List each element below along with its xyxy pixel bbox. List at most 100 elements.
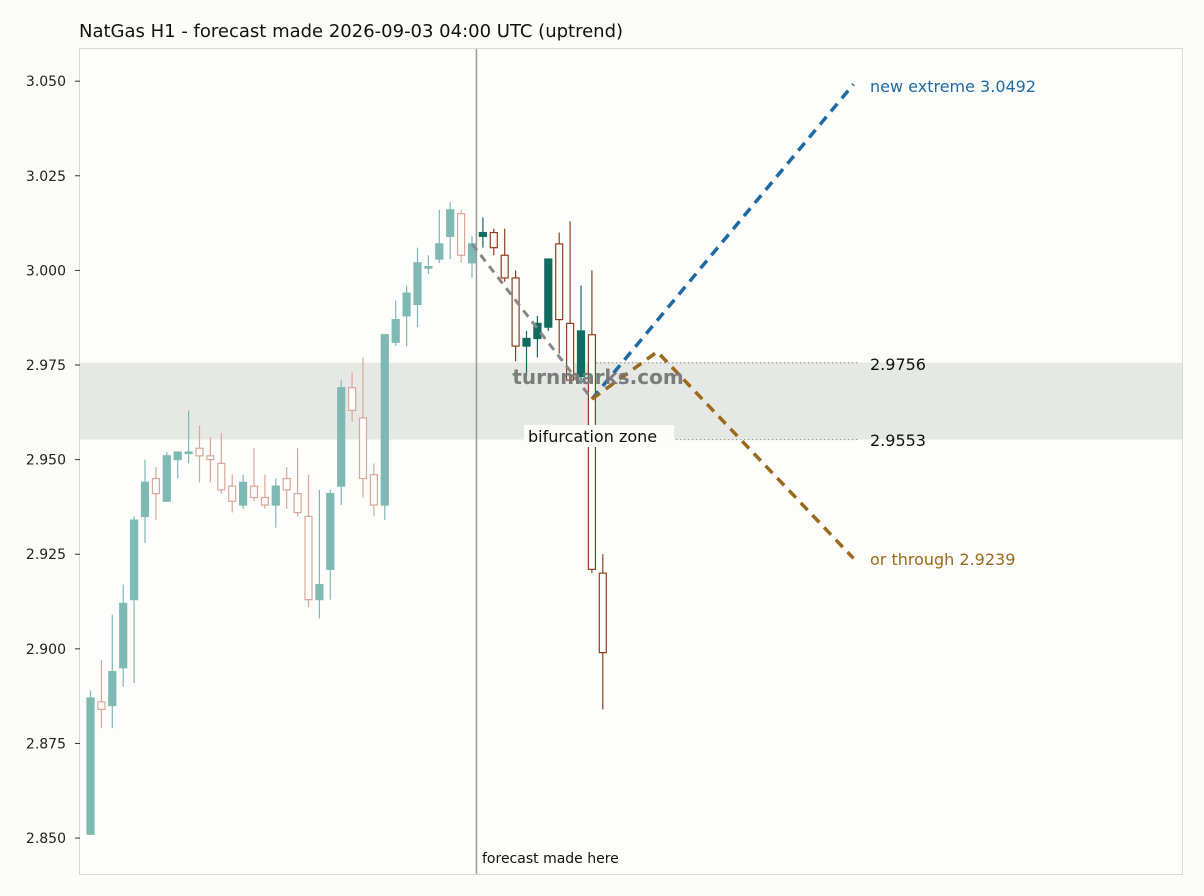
y-tick-label: 2.950 xyxy=(26,453,66,469)
upper-level-label: 2.9756 xyxy=(870,355,926,374)
history-body xyxy=(435,243,444,260)
forecast-candle xyxy=(533,315,542,358)
history-body xyxy=(140,481,150,517)
new-extreme-label: new extreme 3.0492 xyxy=(870,77,1036,96)
history-candle xyxy=(206,436,215,483)
history-candle xyxy=(162,452,171,502)
history-candle xyxy=(315,489,324,619)
history-body xyxy=(402,292,411,317)
history-candle xyxy=(184,410,193,464)
forecast-candle xyxy=(500,228,509,282)
history-body xyxy=(282,477,291,491)
forecast-candle xyxy=(511,270,520,362)
history-candle xyxy=(239,474,248,509)
forecast-body xyxy=(587,334,597,570)
forecast-marker-label: forecast made here xyxy=(482,851,619,867)
history-body xyxy=(239,481,248,506)
history-candle xyxy=(217,433,226,494)
forecast-body xyxy=(511,277,520,347)
forecast-candle xyxy=(555,232,564,354)
history-candle xyxy=(108,614,117,729)
history-body xyxy=(315,583,324,601)
zone-label-background xyxy=(524,425,674,447)
forecast-body xyxy=(522,337,531,347)
history-body xyxy=(260,496,269,506)
history-candle xyxy=(119,584,128,687)
history-body xyxy=(195,447,204,457)
history-candle xyxy=(293,448,302,517)
forecast-body xyxy=(565,322,575,381)
y-tick-label: 2.900 xyxy=(26,642,66,658)
alt-through-label: or through 2.9239 xyxy=(870,550,1015,569)
history-candle xyxy=(249,448,259,502)
history-candle xyxy=(304,474,313,608)
history-candle xyxy=(228,474,237,513)
plot-frame xyxy=(79,48,1183,875)
y-tick-label: 3.050 xyxy=(26,74,66,90)
history-candle xyxy=(457,209,466,263)
history-body xyxy=(424,266,433,269)
history-body xyxy=(86,697,95,835)
forecast-candle xyxy=(522,330,531,377)
forecast-body xyxy=(533,322,542,340)
forecast-body xyxy=(489,231,498,249)
history-body xyxy=(304,515,313,601)
bifurcation-zone-label: bifurcation zone xyxy=(528,427,657,446)
extreme-path-line xyxy=(590,83,855,401)
history-candle xyxy=(424,255,433,275)
y-axis: 2.850 2.875 2.900 2.925 2.950 2.975 3.000 3.025… xyxy=(26,74,80,847)
history-body xyxy=(348,387,357,412)
history-candles xyxy=(86,202,477,835)
history-body xyxy=(391,318,400,343)
y-tick-label: 2.850 xyxy=(26,831,66,847)
forecast-candle xyxy=(598,554,607,710)
y-tick-label: 3.025 xyxy=(26,169,66,185)
history-body xyxy=(337,387,346,487)
forecast-candle xyxy=(478,217,487,248)
history-candle xyxy=(260,474,269,509)
watermark: turnmarks.com xyxy=(512,365,683,389)
y-tick-label: 2.975 xyxy=(26,358,66,374)
history-candle xyxy=(369,463,378,517)
history-candle xyxy=(173,451,182,479)
history-body xyxy=(457,213,466,256)
history-candle xyxy=(391,300,400,347)
lower-level-label: 2.9553 xyxy=(870,431,926,450)
history-candle xyxy=(413,247,422,328)
forecast-candle xyxy=(544,258,553,331)
history-body xyxy=(151,477,160,495)
history-body xyxy=(413,262,422,306)
forecast-candle xyxy=(489,228,498,256)
history-body xyxy=(130,519,139,601)
history-body xyxy=(228,485,237,502)
chart-title: NatGas H1 - forecast made 2026-09-03 04:… xyxy=(79,21,623,42)
forecast-candle xyxy=(565,221,575,384)
history-body xyxy=(271,485,280,506)
forecast-body xyxy=(598,572,607,654)
history-candle xyxy=(195,425,204,483)
alt-path-line xyxy=(590,349,855,560)
history-body xyxy=(206,455,215,461)
history-candle xyxy=(380,334,389,521)
forecast-body xyxy=(500,254,509,279)
y-tick-label: 3.000 xyxy=(26,263,66,279)
history-body xyxy=(446,209,455,237)
forecast-candles xyxy=(478,217,607,710)
history-candle xyxy=(446,202,455,260)
history-body xyxy=(173,451,182,461)
history-body xyxy=(358,417,368,480)
history-candle xyxy=(151,467,160,521)
y-tick-label: 2.875 xyxy=(26,736,66,752)
history-body xyxy=(184,451,193,455)
history-body xyxy=(249,485,259,499)
history-body xyxy=(380,334,389,506)
history-candle xyxy=(271,478,280,528)
history-body xyxy=(369,474,378,506)
history-candle xyxy=(358,357,368,498)
history-body xyxy=(293,493,302,514)
forecast-candle xyxy=(587,270,597,574)
history-candle xyxy=(337,380,346,506)
forecast-path-line xyxy=(470,242,594,400)
history-body xyxy=(97,701,106,710)
